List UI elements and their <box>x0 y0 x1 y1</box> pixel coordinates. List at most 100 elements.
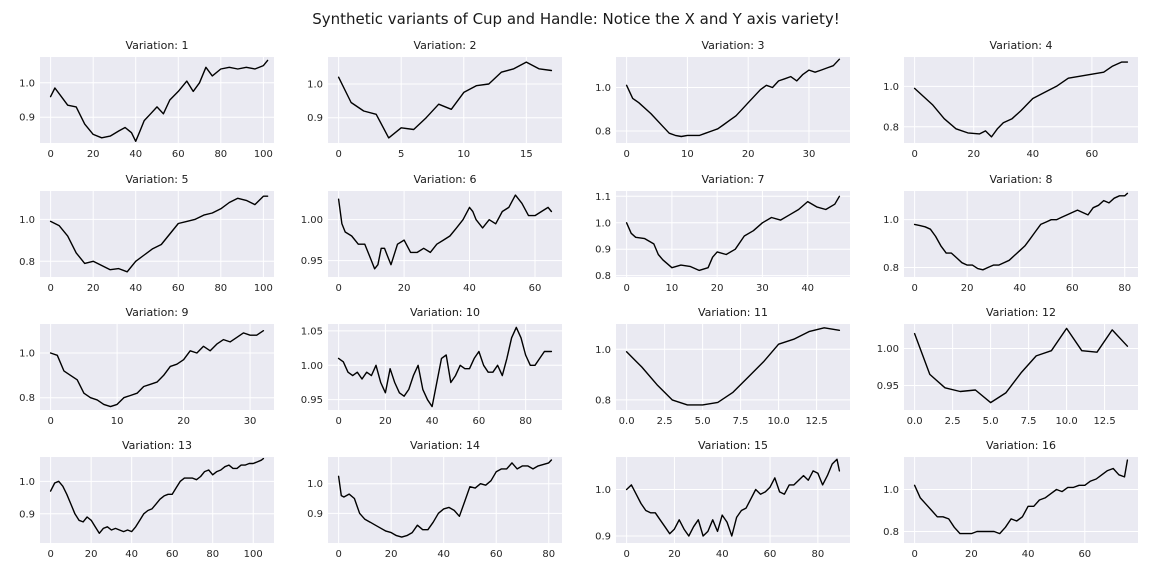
x-tick-label: 40 <box>1026 149 1039 160</box>
plot-area <box>328 191 562 277</box>
subplot: Variation: 8 0 20 40 60 80 0.8 1.0 <box>883 173 1138 294</box>
series-line <box>913 327 1129 404</box>
x-tick-label: 20 <box>742 149 755 160</box>
x-tick-label: 0 <box>623 149 629 160</box>
series-line <box>625 458 841 537</box>
subplot: Variation: 10 0 20 40 60 80 0.95 1.00 1.05 <box>301 306 562 427</box>
subplot-title: Variation: 7 <box>701 173 764 186</box>
series-line <box>625 58 841 138</box>
subplot-title: Variation: 1 <box>125 39 188 52</box>
plot-area <box>40 191 274 277</box>
series-line <box>337 459 553 538</box>
subplot-title: Variation: 4 <box>989 39 1052 52</box>
x-tick-label: 40 <box>129 149 142 160</box>
series-line <box>337 326 553 408</box>
series-line <box>49 457 265 534</box>
series-line <box>49 195 269 273</box>
y-tick-label: 1.0 <box>595 83 611 94</box>
x-tick-label: 10.0 <box>767 416 789 427</box>
x-tick-label: 100 <box>244 549 263 560</box>
x-tick-label: 40 <box>801 283 814 294</box>
plot-area <box>616 57 850 143</box>
series-line <box>49 59 269 143</box>
x-tick-label: 10 <box>666 283 679 294</box>
x-tick-label: 40 <box>426 416 439 427</box>
subplot: Variation: 15 0 20 40 60 80 0.9 1.0 <box>595 439 850 560</box>
x-tick-label: 20 <box>85 549 98 560</box>
x-tick-label: 0 <box>911 149 917 160</box>
y-tick-label: 0.8 <box>883 527 899 538</box>
x-tick-label: 20 <box>398 283 411 294</box>
plot-area <box>40 57 274 143</box>
plot-area <box>328 457 562 543</box>
plot-area <box>328 324 562 410</box>
x-tick-label: 5.0 <box>983 416 999 427</box>
subplot-title: Variation: 12 <box>986 306 1056 319</box>
subplot: Variation: 9 0 10 20 30 0.8 1.0 <box>19 306 274 427</box>
x-tick-label: 2.5 <box>945 416 961 427</box>
x-tick-label: 60 <box>490 549 503 560</box>
y-tick-label: 1.00 <box>301 361 323 372</box>
subplot-grid: Variation: 10 20 40 60 80 1000.91.0Variation:… <box>19 39 1138 560</box>
subplot-title: Variation: 15 <box>698 439 768 452</box>
subplot: Variation: 16 0 20 40 60 0.8 1.0 <box>883 439 1138 560</box>
x-tick-label: 0 <box>911 283 917 294</box>
y-tick-label: 1.0 <box>883 485 899 496</box>
x-tick-label: 0.0 <box>907 416 923 427</box>
plot-area <box>616 191 850 277</box>
x-tick-label: 20 <box>967 149 980 160</box>
series-line <box>913 61 1129 138</box>
x-tick-label: 40 <box>716 549 729 560</box>
y-tick-label: 0.9 <box>595 245 611 256</box>
x-tick-label: 60 <box>529 283 542 294</box>
x-tick-label: 20 <box>711 283 724 294</box>
subplot-title: Variation: 14 <box>410 439 480 452</box>
series-line <box>49 330 265 408</box>
x-tick-label: 30 <box>244 416 257 427</box>
y-tick-label: 1.0 <box>595 218 611 229</box>
subplot-title: Variation: 6 <box>413 173 476 186</box>
x-tick-label: 10 <box>111 416 124 427</box>
x-tick-label: 40 <box>125 549 138 560</box>
subplot: Variation: 3 0 10 20 30 0.8 1.0 <box>595 39 850 160</box>
x-tick-label: 60 <box>1066 283 1079 294</box>
subplot-title: Variation: 5 <box>125 173 188 186</box>
x-tick-label: 80 <box>542 549 555 560</box>
x-tick-label: 30 <box>803 149 816 160</box>
y-tick-label: 1.0 <box>307 79 323 90</box>
y-tick-label: 0.95 <box>877 381 899 392</box>
x-tick-label: 40 <box>1022 549 1035 560</box>
y-tick-label: 0.8 <box>595 271 611 282</box>
x-tick-label: 0 <box>623 549 629 560</box>
x-tick-label: 60 <box>764 549 777 560</box>
x-tick-label: 80 <box>811 549 824 560</box>
series-line <box>337 61 553 139</box>
subplot: Variation: 6 0 20 40 60 0.95 1.00 <box>301 173 562 294</box>
subplot: Variation: 14 0 20 40 60 80 0.9 1.0 <box>307 439 562 560</box>
x-tick-label: 20 <box>385 549 398 560</box>
y-tick-label: 1.0 <box>883 215 899 226</box>
y-tick-label: 1.0 <box>19 78 35 89</box>
series-line <box>625 195 841 272</box>
y-tick-label: 0.9 <box>307 113 323 124</box>
x-tick-label: 0 <box>47 149 53 160</box>
y-tick-label: 1.0 <box>883 82 899 93</box>
y-tick-label: 0.9 <box>19 113 35 124</box>
plot-area <box>904 457 1138 543</box>
x-tick-label: 60 <box>473 416 486 427</box>
x-tick-label: 12.5 <box>805 416 827 427</box>
y-tick-label: 1.0 <box>19 477 35 488</box>
series-line <box>913 192 1129 271</box>
y-tick-label: 1.0 <box>595 485 611 496</box>
x-tick-label: 7.5 <box>1021 416 1037 427</box>
x-tick-label: 80 <box>519 416 532 427</box>
x-tick-label: 0 <box>623 283 629 294</box>
subplot-title: Variation: 8 <box>989 173 1052 186</box>
x-tick-label: 80 <box>1118 283 1131 294</box>
y-tick-label: 1.0 <box>19 349 35 360</box>
plot-area <box>40 324 274 410</box>
subplot-title: Variation: 10 <box>410 306 480 319</box>
y-tick-label: 0.9 <box>19 509 35 520</box>
y-tick-label: 0.8 <box>19 393 35 404</box>
